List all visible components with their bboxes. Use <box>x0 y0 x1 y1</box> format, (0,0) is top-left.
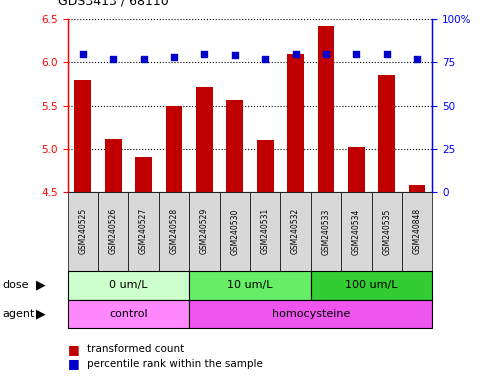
Bar <box>135 157 152 192</box>
Text: GSM240528: GSM240528 <box>170 208 179 255</box>
Text: GSM240529: GSM240529 <box>200 208 209 255</box>
Text: GDS3413 / 68110: GDS3413 / 68110 <box>58 0 169 8</box>
Text: GSM240525: GSM240525 <box>78 208 87 255</box>
Bar <box>378 75 395 192</box>
Point <box>79 51 86 57</box>
Bar <box>257 140 273 192</box>
Bar <box>105 139 122 192</box>
Point <box>383 51 391 57</box>
Point <box>231 53 239 59</box>
Text: transformed count: transformed count <box>87 344 184 354</box>
Text: GSM240533: GSM240533 <box>321 208 330 255</box>
Text: dose: dose <box>2 280 29 290</box>
Text: homocysteine: homocysteine <box>271 309 350 319</box>
Bar <box>227 101 243 192</box>
Text: ■: ■ <box>68 357 79 370</box>
Point <box>261 56 269 62</box>
Text: GSM240531: GSM240531 <box>261 208 270 255</box>
Text: percentile rank within the sample: percentile rank within the sample <box>87 359 263 369</box>
Text: GSM240534: GSM240534 <box>352 208 361 255</box>
Bar <box>287 54 304 192</box>
Bar <box>317 26 334 192</box>
Text: ▶: ▶ <box>36 308 46 320</box>
Text: 100 um/L: 100 um/L <box>345 280 398 290</box>
Text: 0 um/L: 0 um/L <box>109 280 148 290</box>
Point <box>322 51 330 57</box>
Bar <box>74 80 91 192</box>
Text: 10 um/L: 10 um/L <box>227 280 273 290</box>
Text: GSM240530: GSM240530 <box>230 208 239 255</box>
Bar <box>196 87 213 192</box>
Text: GSM240526: GSM240526 <box>109 208 118 255</box>
Point <box>140 56 147 62</box>
Point <box>353 51 360 57</box>
Bar <box>348 147 365 192</box>
Text: control: control <box>109 309 148 319</box>
Text: ■: ■ <box>68 343 79 356</box>
Point <box>413 56 421 62</box>
Text: GSM240527: GSM240527 <box>139 208 148 255</box>
Bar <box>166 106 183 192</box>
Point <box>292 51 299 57</box>
Text: GSM240848: GSM240848 <box>412 208 422 255</box>
Point <box>200 51 208 57</box>
Bar <box>409 185 426 192</box>
Point <box>109 56 117 62</box>
Point <box>170 54 178 60</box>
Text: GSM240532: GSM240532 <box>291 208 300 255</box>
Text: agent: agent <box>2 309 35 319</box>
Text: ▶: ▶ <box>36 279 46 291</box>
Text: GSM240535: GSM240535 <box>382 208 391 255</box>
